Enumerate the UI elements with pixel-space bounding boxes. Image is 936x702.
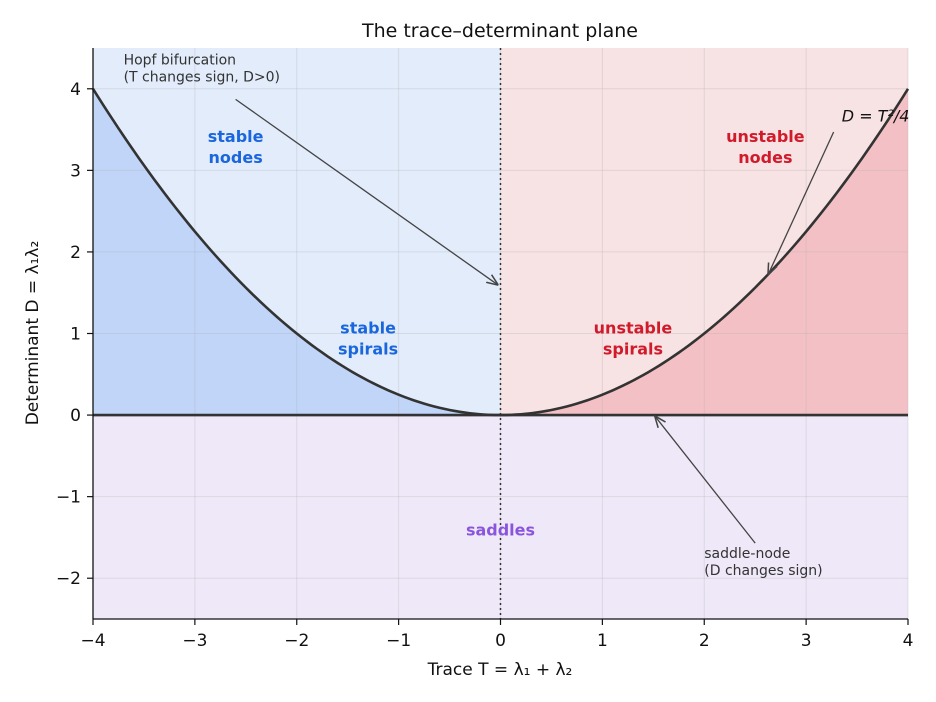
y-tick-label: 1 xyxy=(70,325,81,345)
y-tick-label: 2 xyxy=(70,243,81,263)
y-tick-label: 0 xyxy=(70,406,81,426)
region-label-line: nodes xyxy=(738,148,792,167)
annotation-line: (T changes sign, D>0) xyxy=(124,69,280,85)
annotations: Hopf bifurcation (T changes sign, D>0) sad… xyxy=(124,52,910,579)
x-tick-label: −2 xyxy=(284,631,309,651)
x-tick-label: 3 xyxy=(801,631,812,651)
region-label-line: unstable xyxy=(594,319,673,338)
x-tick-label: 0 xyxy=(495,631,506,651)
region-label-line: spirals xyxy=(603,340,663,359)
x-tick-label: −1 xyxy=(386,631,411,651)
annotation-text: Hopf bifurcation (T changes sign, D>0) xyxy=(124,52,280,85)
x-tick-label: 2 xyxy=(699,631,710,651)
annotation-arrow xyxy=(235,98,498,284)
region-label: unstable nodes xyxy=(726,127,805,167)
annotation-line: Hopf bifurcation xyxy=(124,52,236,68)
region-label: stable nodes xyxy=(208,127,264,167)
region-label: saddles xyxy=(466,520,535,539)
annotation-line: saddle-node xyxy=(704,546,790,562)
stable-nodes-fill xyxy=(93,88,501,416)
x-axis-label: Trace T = λ₁ + λ₂ xyxy=(427,660,573,680)
annotation-line: D = T²/4 xyxy=(842,106,910,125)
x-tick-label: −3 xyxy=(182,631,207,651)
annotation-line: (D changes sign) xyxy=(704,563,822,579)
chart-title: The trace–determinant plane xyxy=(361,20,638,42)
annotation-arrow xyxy=(655,417,756,544)
region-fills xyxy=(93,48,908,619)
tick-labels: −4 −3 −2 −1 0 1 2 3 4 −2 −1 0 1 2 3 4 xyxy=(56,80,913,651)
x-tick-label: −4 xyxy=(80,631,105,651)
region-label-line: saddles xyxy=(466,520,535,539)
region-label-line: stable xyxy=(340,319,396,338)
y-tick-label: 4 xyxy=(70,80,81,100)
unstable-nodes-fill xyxy=(500,88,908,416)
y-axis-label: Determinant D = λ₁λ₂ xyxy=(23,241,43,426)
region-label-line: unstable xyxy=(726,127,805,146)
region-label-line: stable xyxy=(208,127,264,146)
region-label: stable spirals xyxy=(338,319,398,359)
y-tick-label: 3 xyxy=(70,161,81,181)
x-tick-label: 4 xyxy=(903,631,914,651)
region-label-line: spirals xyxy=(338,340,398,359)
y-tick-label: −2 xyxy=(56,569,81,589)
annotation-arrow xyxy=(768,131,835,274)
x-tick-label: 1 xyxy=(597,631,608,651)
annotation-text: saddle-node (D changes sign) xyxy=(704,546,822,579)
y-tick-label: −1 xyxy=(56,488,81,508)
curve-label: D = T²/4 xyxy=(842,106,910,125)
region-label: unstable spirals xyxy=(594,319,673,359)
region-label-line: nodes xyxy=(209,148,263,167)
